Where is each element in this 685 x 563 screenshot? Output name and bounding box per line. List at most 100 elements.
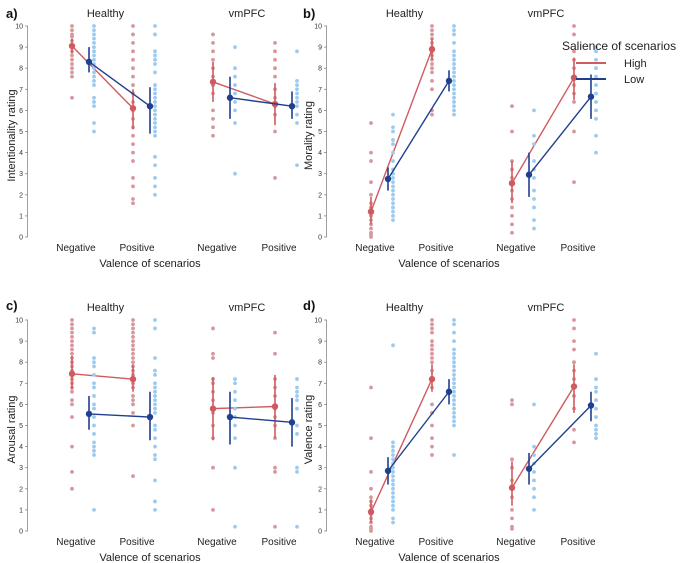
raw-point-low xyxy=(153,129,157,134)
raw-point-low xyxy=(233,91,237,96)
series-line-low xyxy=(229,97,293,107)
raw-point-low xyxy=(92,440,96,445)
raw-point-low xyxy=(391,453,395,457)
raw-point-high xyxy=(273,524,277,529)
raw-point-high xyxy=(131,57,135,62)
y-tick-label: 1 xyxy=(19,507,23,514)
raw-point-high xyxy=(510,129,514,134)
y-tick-label: 6 xyxy=(19,108,23,115)
raw-point-high xyxy=(211,40,215,45)
raw-point-low xyxy=(594,398,598,403)
x-axis-title: Valence of scenarios xyxy=(398,552,500,563)
raw-point-high xyxy=(369,121,373,125)
category-label: Positive xyxy=(261,537,296,548)
raw-point-high xyxy=(131,402,135,407)
raw-point-low xyxy=(92,432,96,436)
mean-marker-high xyxy=(271,403,279,410)
raw-point-high xyxy=(369,486,373,491)
y-tick-label: 10 xyxy=(15,24,23,31)
raw-point-low xyxy=(452,410,456,415)
mean-marker-high xyxy=(129,375,137,383)
raw-point-low xyxy=(92,330,96,335)
raw-point-high xyxy=(430,356,434,360)
raw-point-high xyxy=(131,474,135,479)
mean-marker-low xyxy=(445,388,453,395)
raw-point-high xyxy=(430,402,434,407)
y-tick-label: 0 xyxy=(19,235,23,242)
raw-point-high xyxy=(369,159,373,163)
raw-point-low xyxy=(233,45,237,49)
raw-point-high xyxy=(70,322,74,327)
raw-point-high xyxy=(211,356,215,360)
raw-point-low xyxy=(153,326,157,331)
raw-point-low xyxy=(92,104,96,109)
raw-point-low xyxy=(153,108,157,113)
legend: Salience of scenarios High Low xyxy=(562,39,676,86)
raw-point-high xyxy=(510,104,514,109)
raw-point-high xyxy=(510,457,514,462)
mean-marker-high xyxy=(508,484,516,491)
raw-point-low xyxy=(452,91,456,96)
raw-point-low xyxy=(452,419,456,424)
raw-point-low xyxy=(233,381,237,386)
raw-point-low xyxy=(92,508,96,512)
raw-point-low xyxy=(391,508,395,512)
raw-point-high xyxy=(70,351,74,356)
raw-point-low xyxy=(153,398,157,403)
y-tick-label: 9 xyxy=(19,339,23,346)
group-title: Healthy xyxy=(386,302,424,314)
y-tick-label: 4 xyxy=(318,444,322,451)
y-tick-label: 3 xyxy=(318,465,322,472)
raw-point-high xyxy=(70,57,74,62)
raw-point-low xyxy=(92,74,96,79)
raw-point-high xyxy=(430,360,434,365)
raw-point-low xyxy=(452,330,456,335)
y-axis-title: Arousal rating xyxy=(6,396,18,464)
legend-title: Salience of scenarios xyxy=(562,39,676,53)
raw-point-high xyxy=(131,322,135,327)
raw-point-low xyxy=(452,372,456,377)
mean-marker-low xyxy=(525,171,533,178)
raw-point-low xyxy=(594,427,598,432)
raw-point-low xyxy=(295,398,299,403)
raw-point-low xyxy=(153,49,157,54)
raw-point-low xyxy=(153,57,157,62)
raw-point-high xyxy=(70,66,74,71)
raw-point-low xyxy=(92,53,96,58)
series-line-high xyxy=(370,378,433,513)
raw-point-low xyxy=(92,415,96,419)
y-tick-label: 3 xyxy=(19,465,23,472)
category-label: Positive xyxy=(418,537,453,548)
raw-point-low xyxy=(92,406,96,411)
raw-point-low xyxy=(452,351,456,356)
raw-point-low xyxy=(391,205,395,210)
mean-marker-high xyxy=(428,46,436,53)
raw-point-low xyxy=(594,351,598,356)
category-label: Positive xyxy=(560,243,595,254)
raw-point-high xyxy=(430,326,434,331)
raw-point-low xyxy=(92,40,96,45)
raw-point-low xyxy=(532,495,536,500)
raw-point-low xyxy=(594,91,598,96)
raw-point-low xyxy=(452,74,456,79)
raw-point-low xyxy=(92,423,96,428)
raw-point-low xyxy=(532,508,536,512)
raw-point-low xyxy=(92,356,96,360)
raw-point-high xyxy=(211,133,215,138)
raw-point-low xyxy=(295,377,299,381)
raw-point-low xyxy=(452,389,456,394)
series-line-low xyxy=(387,80,450,180)
raw-point-low xyxy=(452,398,456,403)
y-tick-label: 5 xyxy=(318,423,322,430)
panel-letter: b) xyxy=(303,6,315,21)
raw-point-high xyxy=(273,40,277,45)
raw-point-low xyxy=(532,444,536,449)
raw-point-low xyxy=(452,78,456,83)
raw-point-low xyxy=(391,112,395,117)
y-tick-label: 5 xyxy=(19,129,23,136)
y-tick-label: 7 xyxy=(19,381,23,388)
raw-point-high xyxy=(131,150,135,155)
raw-point-low xyxy=(391,491,395,495)
category-label: Negative xyxy=(496,243,536,254)
y-tick-label: 2 xyxy=(19,192,23,199)
